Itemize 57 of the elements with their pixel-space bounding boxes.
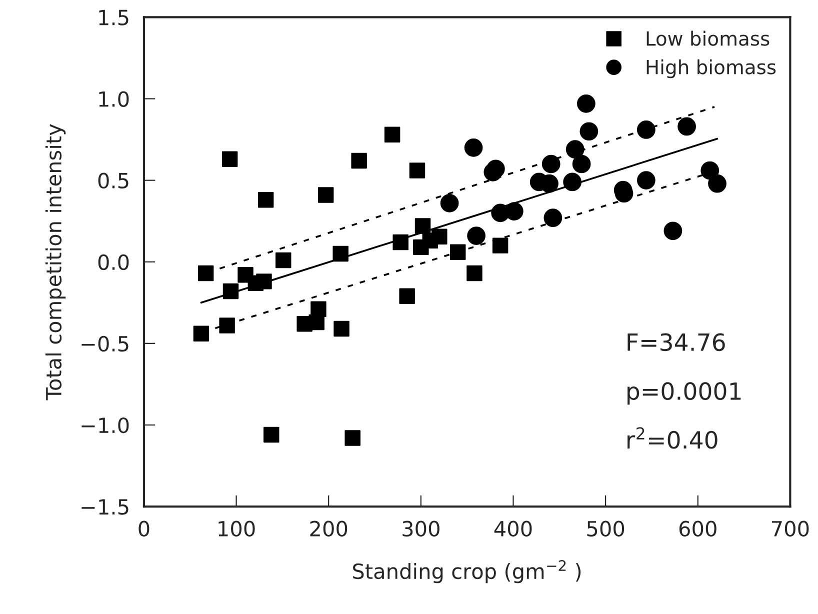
point (636, 120, 656, 139)
point (310, 301, 326, 318)
annotation: p=0.0001 (628, 382, 741, 405)
y-axis-title: Total competition intensity (45, 124, 66, 400)
y-tick-label: −1.5 (82, 499, 128, 515)
point (318, 187, 334, 203)
legend-label: High biomass (646, 59, 776, 78)
point (636, 171, 656, 190)
x-tick-label: 100 (218, 520, 255, 537)
point (572, 154, 591, 174)
point (708, 174, 726, 193)
point (351, 152, 367, 169)
point (219, 318, 235, 334)
point (467, 226, 486, 245)
point (344, 430, 360, 446)
x-tick-label: 300 (402, 520, 440, 537)
x-tick-label: 500 (587, 520, 624, 537)
point (422, 232, 438, 249)
point (399, 288, 415, 304)
point (492, 238, 508, 254)
annotation: r$^{2}$=0.40 (628, 427, 718, 449)
legend-label: Low biomass (646, 30, 770, 46)
point (464, 138, 483, 157)
x-tick-label: 0 (138, 520, 150, 537)
y-tick-label: 0.5 (98, 172, 128, 189)
point (440, 194, 459, 212)
point (664, 222, 682, 240)
point (542, 154, 560, 174)
point (484, 162, 502, 182)
y-tick-label: 1.5 (99, 10, 128, 26)
point (466, 265, 482, 282)
point (222, 151, 238, 167)
point (678, 117, 696, 136)
point (384, 126, 400, 143)
point (276, 252, 292, 268)
point (576, 94, 596, 113)
point (409, 162, 426, 178)
x-tick-label: 400 (494, 520, 532, 537)
x-tick-label: 700 (772, 520, 809, 537)
annotation: F=34.76 (628, 333, 725, 352)
point (450, 244, 466, 260)
point (198, 265, 214, 282)
y-tick-label: −0.5 (82, 336, 128, 352)
x-tick-label: 600 (679, 520, 716, 537)
x-tick-label: 200 (310, 520, 348, 537)
point (256, 274, 272, 290)
y-tick-label: −1.0 (82, 417, 129, 434)
y-tick-label: 1.0 (99, 91, 129, 107)
x-axis-title: Standing crop (gm$^{−2}$ ) (353, 560, 581, 584)
point (504, 202, 524, 220)
point (334, 320, 350, 337)
point (258, 192, 274, 208)
y-tick-label: 0.0 (98, 254, 129, 270)
point (193, 326, 210, 342)
point (544, 208, 562, 228)
point (263, 426, 280, 443)
point (580, 122, 598, 141)
